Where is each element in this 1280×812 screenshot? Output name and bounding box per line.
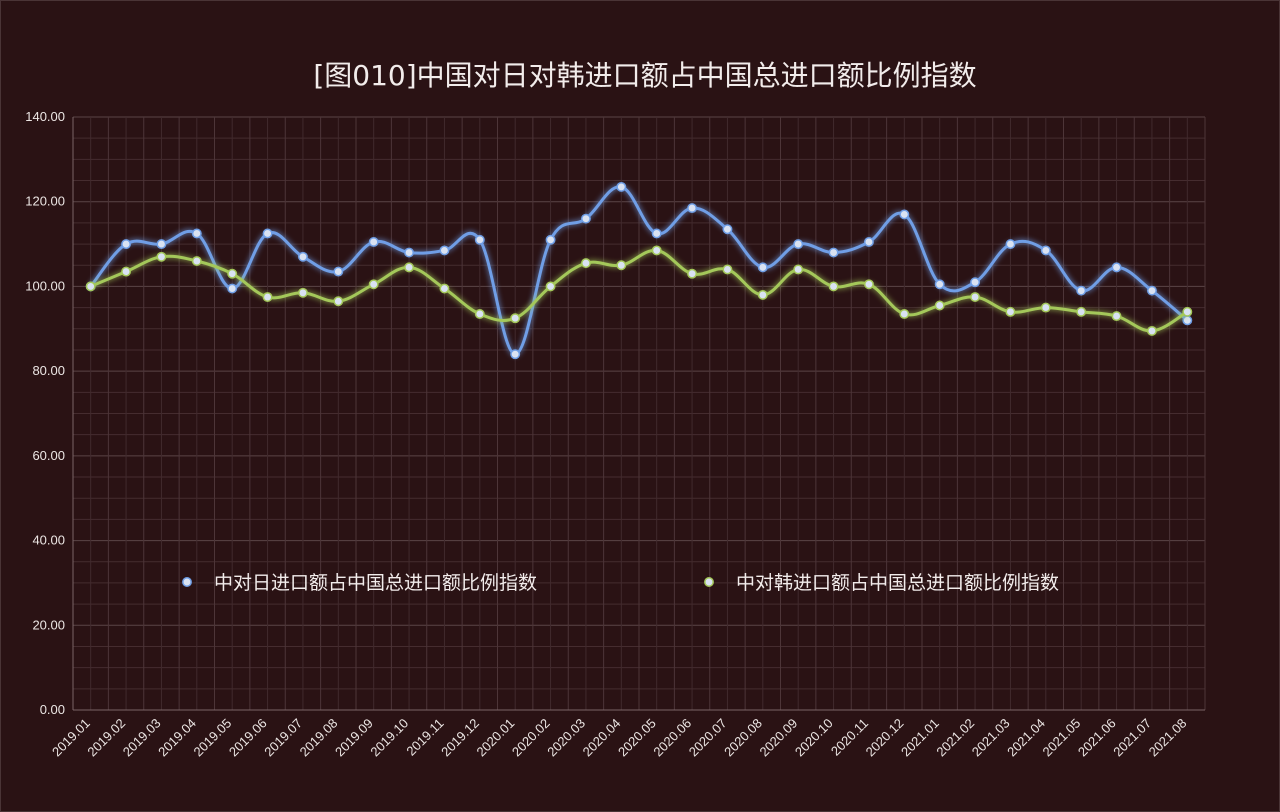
y-tick-label: 0.00	[40, 702, 65, 717]
series-layer	[85, 181, 1193, 360]
data-point	[863, 279, 874, 290]
data-point	[1111, 262, 1122, 273]
data-point	[191, 256, 202, 266]
data-point	[1040, 302, 1051, 313]
data-point	[1182, 315, 1193, 326]
data-point	[404, 262, 415, 273]
data-point	[580, 213, 591, 224]
y-tick-label: 60.00	[32, 448, 65, 463]
data-point	[757, 289, 768, 300]
legend-swatch-marker	[704, 577, 714, 587]
data-point	[828, 281, 839, 292]
data-point	[368, 237, 379, 247]
y-tick-label: 100.00	[25, 278, 65, 293]
data-point	[793, 264, 804, 275]
data-point	[333, 296, 344, 307]
data-point	[191, 228, 202, 239]
data-point	[404, 247, 415, 258]
y-tick-label: 40.00	[32, 533, 65, 548]
data-point	[934, 279, 945, 290]
data-point	[1146, 285, 1157, 296]
y-tick-label: 120.00	[25, 194, 65, 209]
legend-label: 中对韩进口额占中国总进口额比例指数	[736, 572, 1059, 594]
data-point	[439, 283, 450, 294]
data-point	[1146, 325, 1157, 336]
legend-swatch-marker	[182, 577, 192, 587]
data-point	[545, 281, 556, 292]
data-point	[439, 245, 450, 256]
data-point	[1040, 245, 1051, 256]
chart-title: [图010]中国对日对韩进口额占中国总进口额比例指数	[313, 59, 976, 92]
legend-label: 中对日进口额占中国总进口额比例指数	[214, 572, 537, 594]
data-point	[156, 251, 167, 262]
data-point	[297, 287, 308, 298]
data-point	[970, 292, 981, 302]
data-point	[262, 292, 273, 302]
series-1	[85, 181, 1193, 360]
data-point	[616, 181, 627, 192]
series-2	[85, 245, 1193, 336]
data-point	[368, 279, 379, 290]
data-point	[687, 268, 698, 279]
data-point	[156, 239, 167, 250]
data-point	[934, 300, 945, 311]
data-point	[474, 234, 485, 245]
y-tick-label: 80.00	[32, 363, 65, 378]
data-point	[757, 262, 768, 273]
data-point	[1111, 311, 1122, 322]
data-point	[863, 237, 874, 247]
data-point	[297, 251, 308, 262]
y-tick-label: 140.00	[25, 109, 65, 124]
data-point	[545, 234, 556, 245]
data-point	[121, 239, 132, 250]
data-point	[227, 283, 238, 294]
data-point	[1076, 306, 1087, 317]
data-point	[793, 239, 804, 250]
data-point	[899, 309, 910, 319]
y-tick-label: 20.00	[32, 617, 65, 632]
data-point	[333, 266, 344, 277]
data-point	[510, 313, 521, 324]
data-point	[1182, 306, 1193, 317]
legend-item: 中对日进口额占中国总进口额比例指数	[168, 572, 537, 594]
data-point	[1076, 285, 1087, 296]
data-point	[828, 247, 839, 258]
data-point	[510, 349, 521, 360]
data-point	[121, 266, 132, 277]
data-point	[651, 245, 662, 256]
data-point	[899, 209, 910, 220]
data-point	[651, 228, 662, 239]
data-point	[722, 264, 733, 275]
data-point	[722, 224, 733, 235]
data-point	[1005, 239, 1016, 250]
data-point	[1005, 306, 1016, 317]
legend-item: 中对韩进口额占中国总进口额比例指数	[690, 572, 1059, 594]
data-point	[262, 228, 273, 239]
gridlines	[72, 116, 1206, 711]
data-point	[687, 203, 698, 214]
data-point	[227, 268, 238, 279]
data-point	[474, 309, 485, 319]
data-point	[616, 260, 627, 271]
data-point	[85, 281, 96, 292]
data-point	[970, 277, 981, 288]
legend: 中对日进口额占中国总进口额比例指数 中对韩进口额占中国总进口额比例指数	[168, 572, 1059, 594]
data-point	[580, 258, 591, 269]
